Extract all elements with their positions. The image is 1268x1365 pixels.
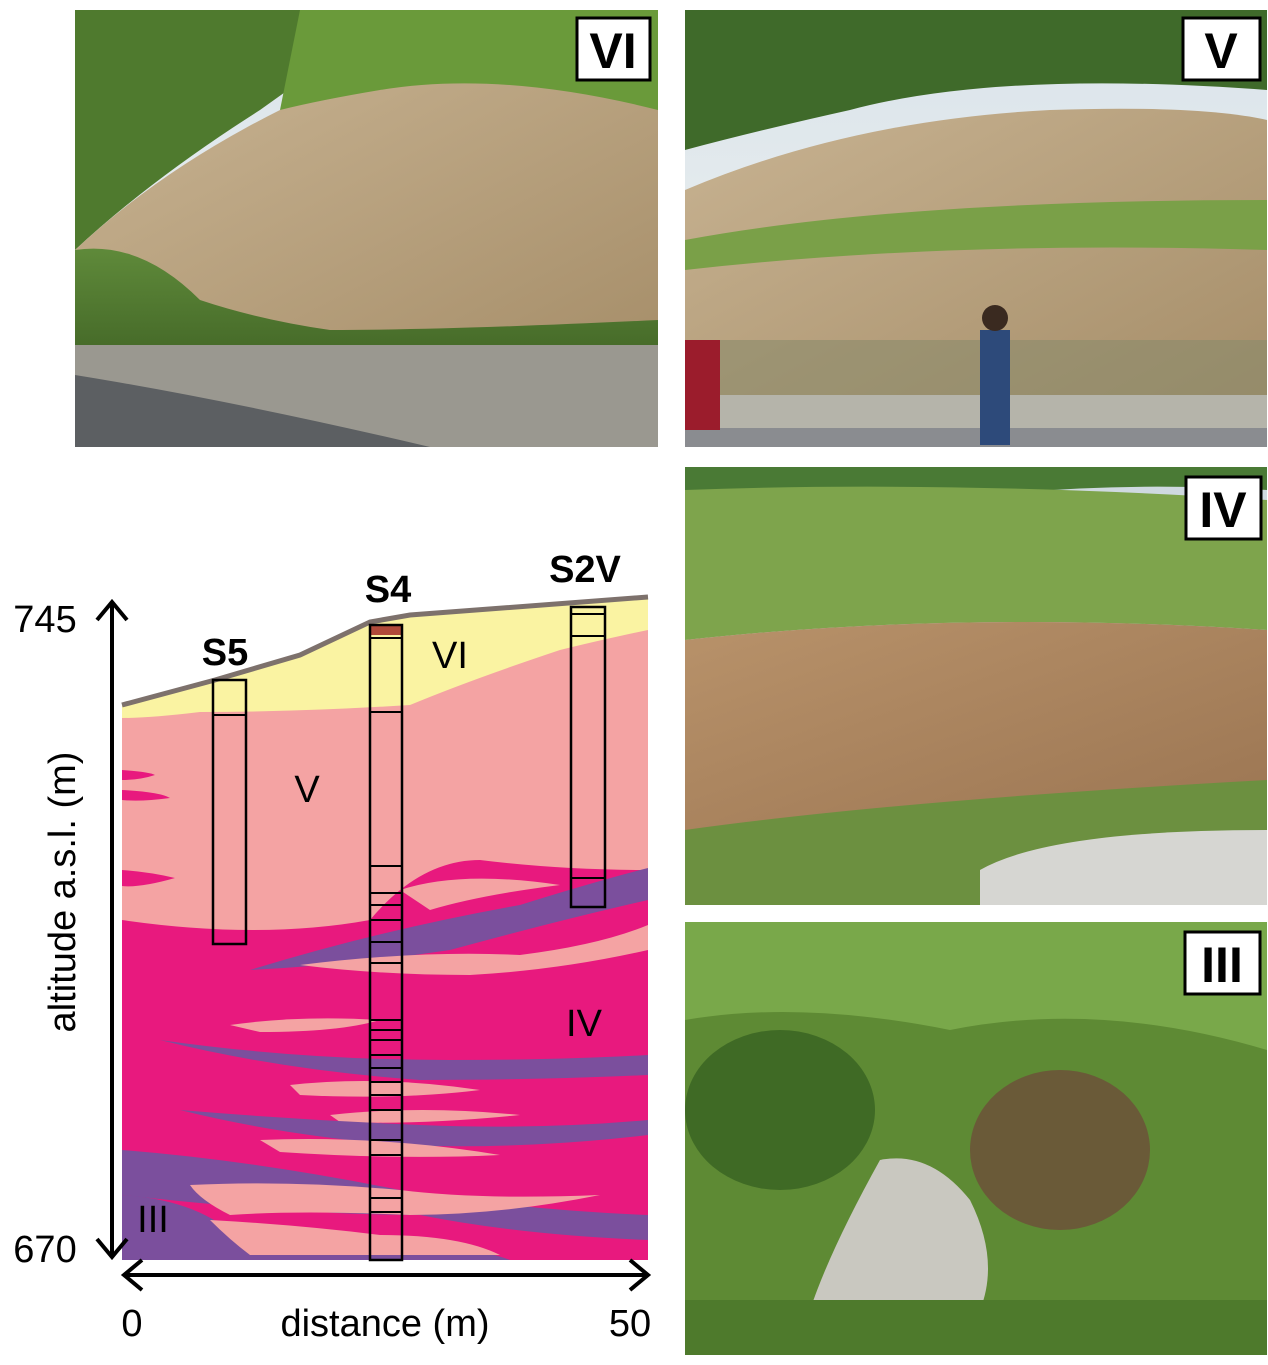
photo-iv: IV (685, 467, 1267, 905)
shrub (685, 1030, 875, 1190)
person-head (982, 305, 1008, 331)
x-tick-label: 0 (121, 1303, 142, 1345)
shrub (970, 1070, 1150, 1230)
cross-section: S5 S4 S2V VI V IV III 745 670 0 50 dista… (13, 549, 651, 1345)
borehole-label: S5 (202, 632, 248, 674)
unit-label: IV (566, 1003, 603, 1045)
x-tick-label: 50 (609, 1303, 651, 1345)
photo-v: V (685, 10, 1267, 447)
car (685, 340, 720, 430)
x-axis (124, 1260, 648, 1290)
x-axis-label: distance (m) (280, 1303, 489, 1345)
unit-label: III (137, 1199, 169, 1241)
figure: VI V IV III (0, 0, 1268, 1360)
unit-label: VI (432, 635, 468, 677)
road (685, 428, 1267, 447)
wall (685, 395, 1267, 430)
photo-label: VI (589, 23, 636, 79)
y-tick-label: 670 (13, 1229, 76, 1271)
borehole-label: S4 (365, 569, 411, 611)
vegetation (685, 1300, 1267, 1355)
vegetation (685, 487, 1267, 640)
y-axis-label: altitude a.s.l. (m) (42, 752, 84, 1033)
vegetation (685, 340, 1267, 400)
y-tick-label: 745 (13, 599, 76, 641)
unit-label: V (294, 769, 320, 811)
borehole-label: S2V (549, 549, 621, 591)
photo-label: IV (1199, 482, 1247, 538)
photo-label: III (1201, 937, 1243, 993)
photo-iii: III (685, 922, 1267, 1355)
borehole-top (370, 625, 402, 635)
person (980, 330, 1010, 445)
photo-label: V (1204, 23, 1238, 79)
photo-vi: VI (75, 10, 658, 447)
